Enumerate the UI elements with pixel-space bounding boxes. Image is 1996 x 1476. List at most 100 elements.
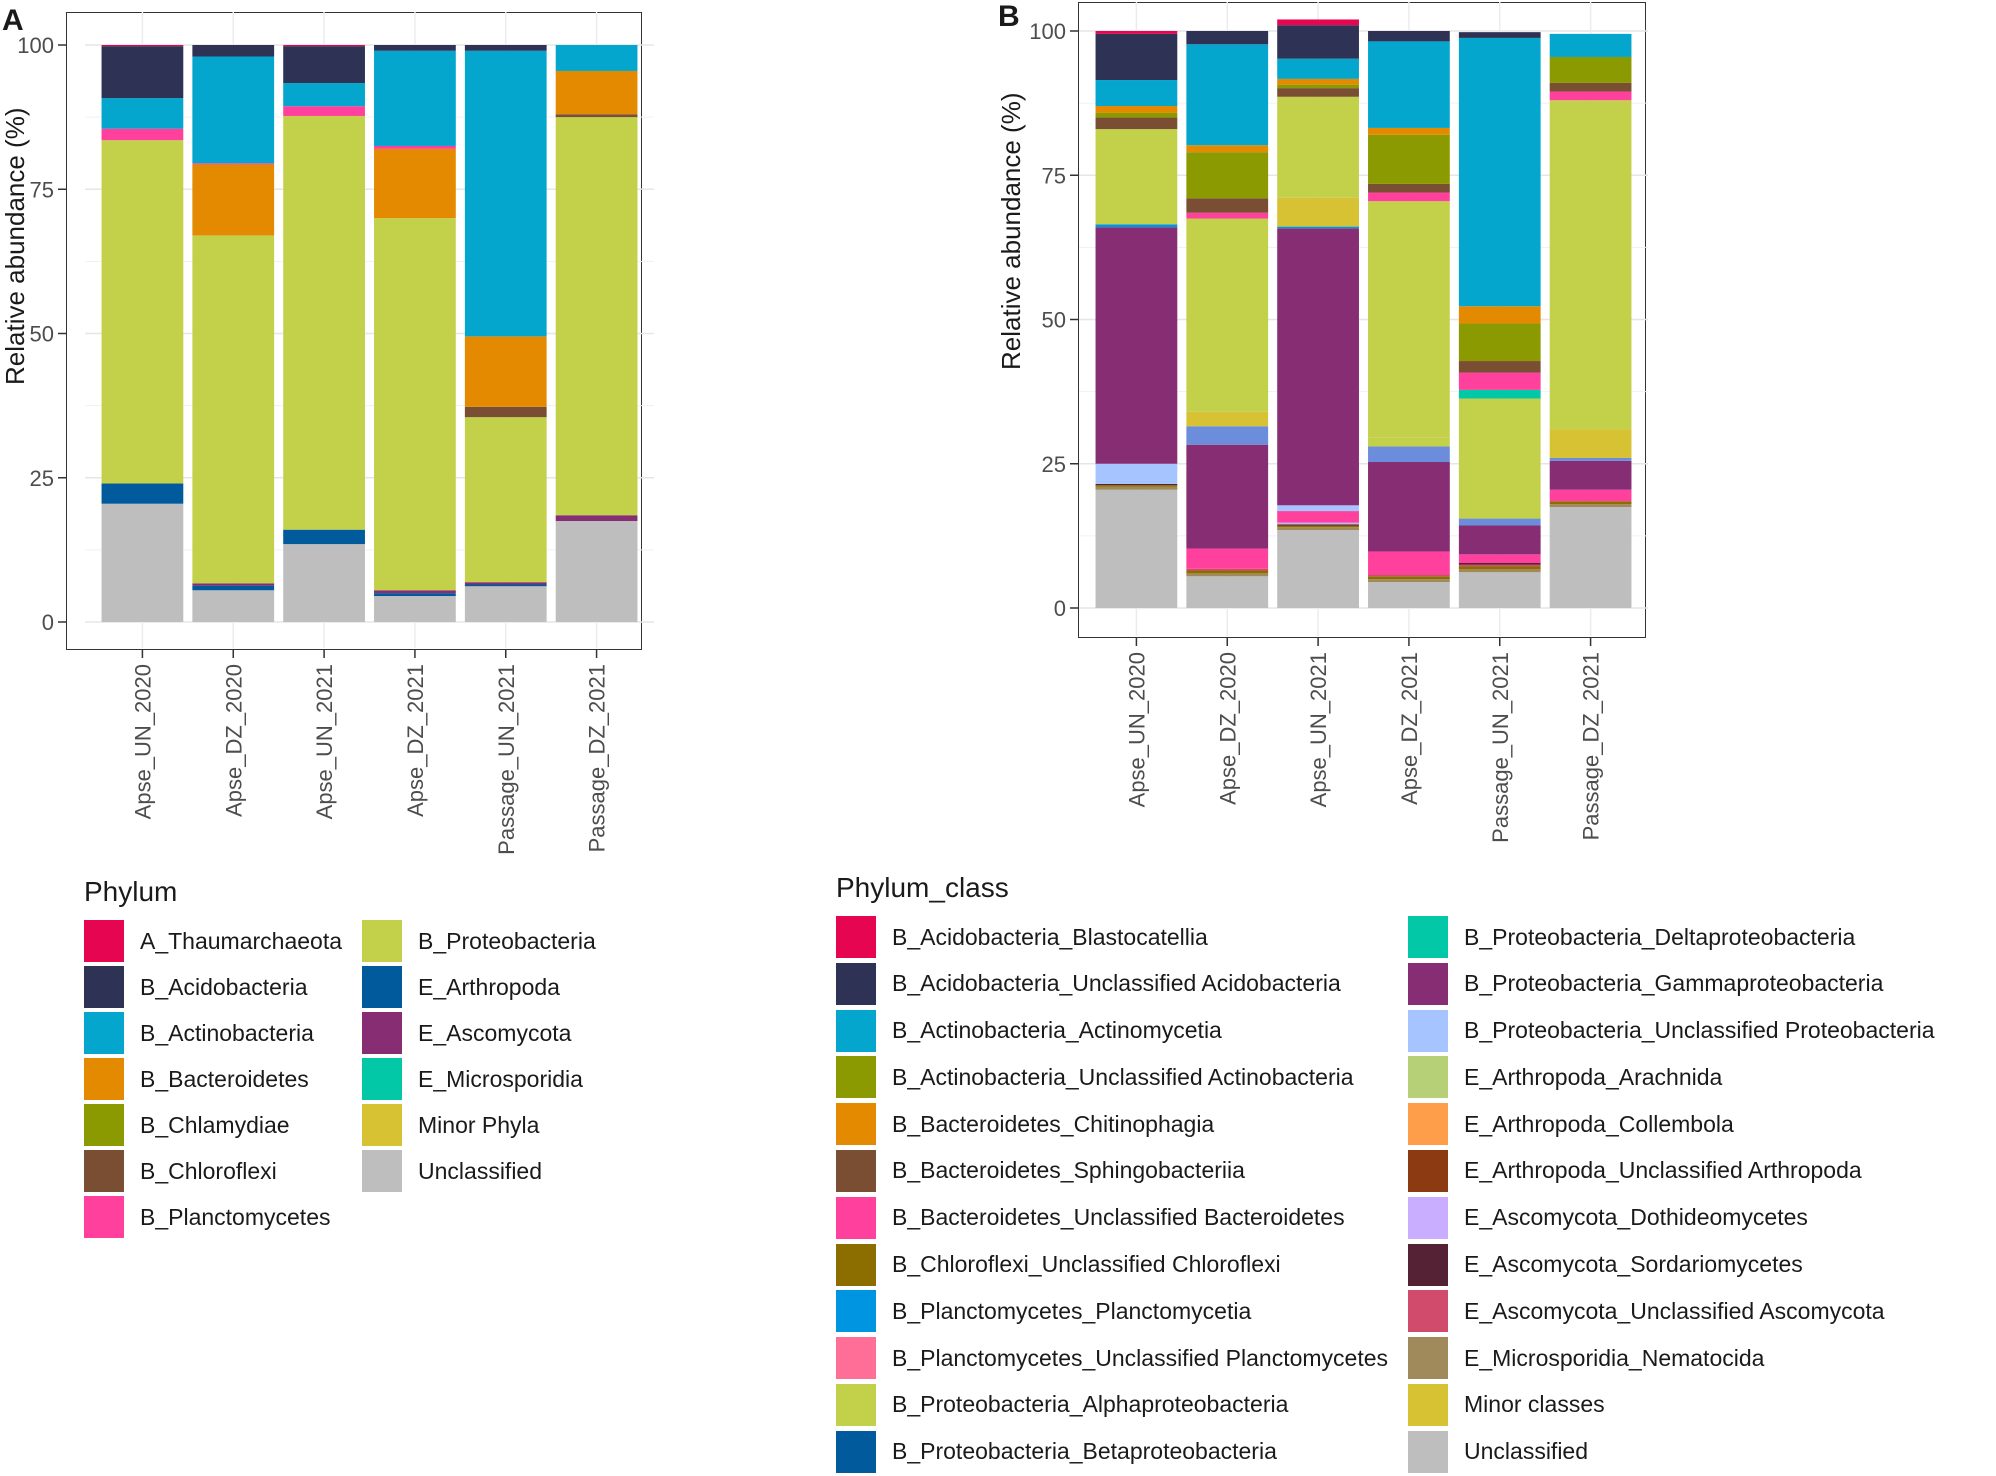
x-tick-label: Passage_UN_2021 [494,664,519,855]
bar-segment-apse-un-2020-s6 [101,128,184,141]
x-tick-label: Passage_DZ_2021 [1579,652,1604,840]
bar-segment-apse-dz-2021-s23 [1368,127,1450,135]
legend-swatch [84,1150,124,1192]
bar-segment-passage-dz-2021-s20 [1549,91,1632,101]
bar-segment-apse-dz-2020-s3 [192,235,275,584]
legend-swatch [1408,1430,1449,1473]
bar-segment-apse-dz-2020-s6 [192,163,275,165]
panel-letter-b: B [998,0,1020,33]
bar-segment-apse-dz-2020-s0 [1186,576,1269,608]
bar-segment-apse-dz-2021-s7 [374,50,456,146]
bar-segment-apse-dz-2020-s24 [1186,44,1269,146]
legend-swatch [84,1058,124,1100]
bar-segment-passage-dz-2021-s3 [555,117,638,516]
legend-item: E_Ascomycota_Sordariomycetes [1408,1242,1935,1288]
bar-segment-apse-un-2020-s0 [101,503,184,622]
bar-segment-apse-dz-2021-s2 [374,590,456,594]
bar-segment-passage-un-2021-s7 [464,50,547,337]
y-tick-label: 50 [30,322,54,347]
bar-segment-apse-dz-2020-s5 [192,164,275,236]
bar-segment-passage-un-2021-s4 [1458,562,1541,565]
bar-segment-apse-un-2020-s3 [101,140,184,484]
bar-segment-apse-un-2020-s4 [1095,483,1178,486]
bar-segment-passage-dz-2021-s2 [1549,501,1632,505]
bar-segment-apse-un-2020-s13 [1095,224,1178,228]
legend-item: E_Microsporidia_Nematocida [1408,1335,1935,1381]
legend-label: Unclassified [418,1157,543,1184]
legend-item: B_Planctomycetes_Planctomycetia [836,1288,1388,1334]
bar-segment-passage-un-2021-s0 [464,586,547,622]
legend-item: B_Acidobacteria [84,964,342,1010]
legend-label: B_Chloroflexi_Unclassified Chloroflexi [892,1251,1281,1278]
bar-segment-apse-dz-2021-s16 [1368,437,1450,447]
bar-segment-apse-un-2021-s6 [283,106,365,116]
legend-label: B_Actinobacteria_Unclassified Actinobact… [892,1063,1354,1090]
y-tick-label: 100 [17,33,54,58]
legend-swatch [1408,1056,1449,1099]
bar-segment-passage-un-2021-s24 [1458,37,1541,307]
legend-title-a: Phylum [84,876,178,907]
bar-segment-apse-un-2020-s23 [1095,106,1178,113]
bar-segment-passage-un-2021-s2 [464,582,547,585]
bar-segment-apse-un-2021-s18 [1277,197,1359,227]
bar-segment-apse-dz-2021-s3 [374,218,456,591]
bar-segment-apse-un-2021-s12 [1277,228,1359,506]
legend-item: B_Bacteroidetes [84,1056,342,1102]
bar-segment-apse-un-2020-s0 [1095,489,1178,608]
y-tick-label: 0 [1054,596,1066,621]
bar-segment-apse-dz-2021-s0 [1368,582,1450,608]
legend-label: B_Bacteroidetes_Sphingobacteriia [892,1157,1245,1184]
bar-segment-apse-un-2021-s26 [1277,19,1359,26]
bar-segment-apse-un-2021-s2 [1277,525,1359,528]
bar-segment-apse-dz-2021-s22 [1368,134,1450,184]
legend-swatch [836,1290,876,1333]
bar-segment-passage-dz-2021-s0 [555,521,638,622]
legend-label: E_Ascomycota [418,1019,572,1046]
bar-segment-apse-dz-2020-s20 [1186,212,1269,219]
bar-segment-apse-un-2021-s11 [1277,505,1359,512]
legend-item: B_Proteobacteria_Betaproteobacteria [836,1429,1388,1475]
legend-label: E_Microsporidia [418,1065,583,1092]
legend-item: B_Acidobacteria_Unclassified Acidobacter… [836,961,1388,1007]
bar-segment-apse-dz-2020-s7 [192,56,275,164]
legend-label: B_Chloroflexi [140,1157,277,1184]
legend-label: B_Proteobacteria_Alphaproteobacteria [892,1391,1289,1418]
bar-segment-apse-dz-2021-s1 [374,593,456,597]
bar-segment-apse-un-2020-s19 [1095,129,1178,225]
legend-label: Unclassified [1464,1438,1589,1465]
legend-label: E_Ascomycota_Unclassified Ascomycota [1464,1297,1885,1324]
legend-item: B_Actinobacteria_Unclassified Actinobact… [836,1054,1388,1100]
legend-label: B_Planctomycetes [140,1203,331,1230]
legend-label: B_Actinobacteria [140,1019,314,1046]
legend-label: B_Acidobacteria_Blastocatellia [892,923,1208,950]
bar-segment-passage-un-2021-s23 [1458,306,1541,324]
legend-swatch [84,1104,124,1146]
legend-swatch [836,1243,876,1286]
bar-segment-apse-dz-2021-s5 [374,148,456,219]
legend-swatch [362,1012,403,1054]
legend-swatch [836,1103,876,1146]
legend-item: Unclassified [1408,1429,1935,1475]
x-tick-label: Apse_DZ_2021 [403,664,428,817]
legend-label: A_Thaumarchaeota [140,927,343,954]
legend-label: E_Arthropoda_Unclassified Arthropoda [1464,1157,1862,1184]
x-tick-label: Apse_UN_2021 [1306,652,1331,807]
legend-swatch [836,1196,876,1239]
legend-swatch [836,1337,876,1380]
legend-item: E_Arthropoda [362,964,596,1010]
bar-segment-passage-un-2021-s20 [1458,372,1541,390]
bar-segment-apse-dz-2021-s3 [1368,574,1450,577]
bar-segment-apse-dz-2021-s1 [1368,579,1450,583]
bar-segment-apse-dz-2021-s8 [374,45,456,51]
y-tick-label: 75 [30,177,54,202]
legend-label: B_Bacteroidetes_Unclassified Bacteroidet… [892,1204,1345,1231]
legend-label: Minor Phyla [418,1111,540,1138]
bar-segment-passage-dz-2021-s1 [1549,504,1632,508]
bar-segment-apse-dz-2021-s15 [1368,446,1450,463]
legend-swatch [836,916,876,958]
bar-segment-apse-un-2021-s7 [283,83,365,107]
legend-item: B_Proteobacteria [362,918,596,964]
legend-item: B_Proteobacteria_Alphaproteobacteria [836,1382,1388,1428]
bar-segment-apse-un-2020-s22 [1095,112,1178,118]
bar-segment-apse-un-2021-s25 [1277,25,1359,59]
